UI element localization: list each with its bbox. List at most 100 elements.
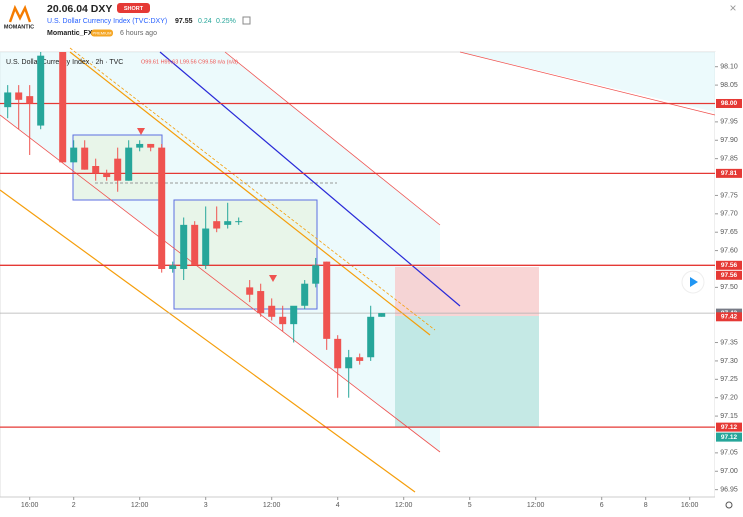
x-tick-label: 12:00 — [263, 502, 281, 509]
x-tick-label: 16:00 — [681, 502, 699, 509]
y-tick-label: 97.65 — [720, 229, 738, 236]
ohlc-legend: O99.61 H99.63 L99.56 C99.58 n/a (n/a) — [141, 59, 238, 65]
y-tick-label: 97.90 — [720, 137, 738, 144]
trend-line — [69, 47, 436, 331]
candle-body — [257, 291, 265, 314]
y-tick-label: 97.25 — [720, 376, 738, 383]
change: 0.24 — [198, 18, 212, 25]
candle-body — [92, 166, 100, 174]
x-tick-label: 3 — [204, 502, 208, 509]
trend-line — [0, 114, 441, 453]
logo: MOMANTIC — [4, 4, 34, 30]
candle-body — [37, 55, 45, 126]
price-label: 97.81 — [721, 170, 738, 177]
y-tick-label: 97.05 — [720, 450, 738, 457]
candle-body — [290, 305, 298, 325]
marks — [0, 52, 715, 428]
candle-body — [334, 338, 342, 369]
price-label-bg — [716, 168, 742, 178]
candle-body — [81, 147, 89, 170]
candle-body — [136, 143, 144, 148]
time-ago: 6 hours ago — [120, 30, 157, 37]
price-label: 97.56 — [721, 272, 738, 279]
y-tick-label: 97.15 — [720, 413, 738, 420]
target-zone — [395, 316, 539, 427]
logo-text: MOMANTIC — [4, 24, 34, 30]
candle-body — [15, 92, 23, 100]
x-tick-label: 6 — [600, 502, 604, 509]
candle-body — [312, 265, 320, 284]
x-tick-label: 5 — [468, 502, 472, 509]
y-tick-label: 97.85 — [720, 155, 738, 162]
stop-zone — [395, 267, 539, 316]
candle-body — [268, 305, 276, 317]
price-label-bg — [716, 422, 742, 432]
change-pct: 0.25% — [216, 18, 236, 25]
close-button[interactable]: × — [729, 1, 736, 15]
symbol-link[interactable]: U.S. Dollar Currency Index (TVC:DXY) — [47, 18, 167, 25]
candle-body — [279, 316, 287, 325]
price-label: 98.00 — [721, 100, 738, 107]
trend-line — [159, 51, 461, 307]
trend-line — [224, 51, 441, 226]
candle-body — [147, 143, 155, 148]
x-tick-label: 12:00 — [395, 502, 413, 509]
y-tick-label: 96.95 — [720, 486, 738, 493]
author[interactable]: Momantic_FX — [47, 30, 93, 37]
trend-line — [459, 51, 716, 116]
candle-body — [4, 92, 12, 108]
candle-body — [301, 283, 309, 306]
candle-body — [158, 147, 166, 269]
price-label: 97.12 — [721, 424, 738, 431]
logo-mark — [8, 4, 32, 23]
candle-body — [323, 261, 331, 339]
candle-body — [246, 287, 254, 295]
price-label: 97.56 — [721, 262, 738, 269]
x-tick-label: 4 — [336, 502, 340, 509]
price: 97.55 — [175, 18, 193, 25]
price-label-bg — [716, 98, 742, 108]
candle-body — [180, 224, 188, 269]
channel-fill — [460, 52, 715, 112]
candle-body — [213, 221, 221, 229]
candle-body — [114, 158, 122, 181]
short-badge-bg — [117, 3, 150, 13]
premium-badge-bg — [91, 29, 113, 37]
y-tick-label: 97.70 — [720, 211, 738, 218]
chart: U.S. Dollar Currency Index · 2h · TVC O9… — [0, 47, 743, 512]
candle-body — [378, 313, 386, 317]
candle-body — [345, 357, 353, 369]
candle-body — [367, 316, 375, 358]
x-tick-label: 8 — [644, 502, 648, 509]
short-badge: SHORT — [124, 6, 144, 12]
sell-marker — [137, 128, 145, 135]
candle-body — [235, 221, 243, 223]
y-tick-label: 97.50 — [720, 284, 738, 291]
y-tick-label: 97.00 — [720, 468, 738, 475]
trend-line — [0, 189, 416, 493]
candle-body — [191, 224, 199, 266]
y-tick-label: 97.75 — [720, 192, 738, 199]
settings-icon[interactable] — [725, 501, 733, 509]
candle-body — [26, 96, 34, 104]
candle-body — [103, 173, 111, 178]
x-tick-label: 12:00 — [527, 502, 545, 509]
price-label: 97.42 — [721, 314, 738, 321]
price-label: 97.12 — [721, 434, 738, 441]
candle-body — [125, 147, 133, 181]
y-tick-label: 97.30 — [720, 358, 738, 365]
candle-body — [356, 357, 364, 361]
trend-line — [69, 51, 431, 336]
y-tick-label: 98.10 — [720, 64, 738, 71]
price-label-bg — [716, 260, 742, 270]
y-tick-label: 97.20 — [720, 395, 738, 402]
play-icon — [690, 277, 698, 287]
y-tick-label: 97.95 — [720, 119, 738, 126]
x-tick-label: 12:00 — [131, 502, 149, 509]
x-tick-label: 16:00 — [21, 502, 39, 509]
x-tick-label: 2 — [72, 502, 76, 509]
candle-body — [224, 221, 232, 225]
candle-body — [202, 228, 210, 266]
alert-icon[interactable] — [242, 16, 251, 25]
